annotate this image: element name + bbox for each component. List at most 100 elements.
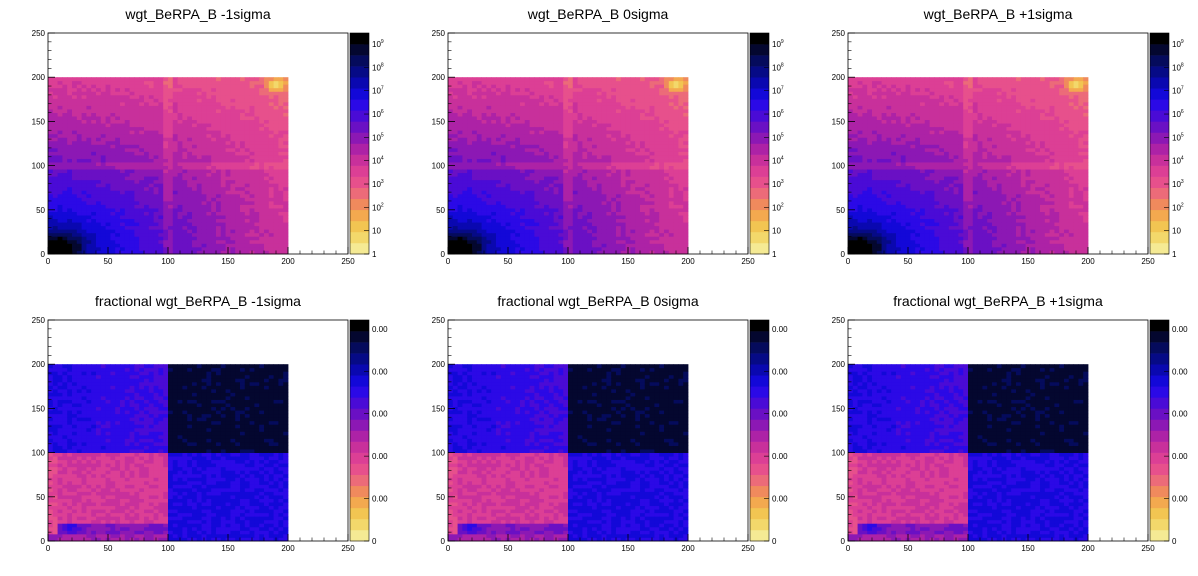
heatmap-cell bbox=[86, 119, 92, 124]
heatmap-cell bbox=[505, 211, 511, 216]
heatmap-cell bbox=[520, 183, 526, 188]
heatmap-cell bbox=[96, 222, 102, 227]
heatmap-cell bbox=[177, 225, 183, 230]
heatmap-cell bbox=[544, 190, 550, 195]
heatmap-cell bbox=[86, 215, 92, 220]
heatmap-cell bbox=[182, 80, 188, 85]
heatmap-cell bbox=[110, 239, 116, 244]
heatmap-cell bbox=[52, 197, 58, 202]
heatmap-cell bbox=[86, 105, 92, 110]
heatmap-cell bbox=[158, 218, 164, 223]
heatmap-cell bbox=[139, 179, 145, 184]
heatmap-cell bbox=[72, 77, 78, 82]
colorbar-label: 1 bbox=[372, 250, 377, 259]
heatmap-cell bbox=[110, 151, 116, 156]
heatmap-cell bbox=[582, 169, 588, 174]
heatmap-cell bbox=[168, 112, 174, 117]
heatmap-cell bbox=[139, 126, 145, 131]
heatmap-cell bbox=[273, 126, 279, 131]
heatmap-cell bbox=[630, 116, 636, 121]
heatmap-cell bbox=[476, 218, 482, 223]
heatmap-cell bbox=[72, 179, 78, 184]
heatmap-cell bbox=[91, 119, 97, 124]
heatmap-cell bbox=[158, 172, 164, 177]
heatmap-cell bbox=[520, 126, 526, 131]
heatmap-cell bbox=[100, 112, 106, 117]
heatmap-cell bbox=[172, 123, 178, 128]
heatmap-cell bbox=[81, 112, 87, 117]
heatmap-cell bbox=[496, 101, 502, 106]
colorbar-segment bbox=[350, 187, 369, 200]
heatmap-cell bbox=[254, 243, 260, 248]
heatmap-cell bbox=[668, 215, 674, 220]
heatmap-cell bbox=[177, 105, 183, 110]
heatmap-cell bbox=[124, 105, 130, 110]
heatmap-cell bbox=[452, 80, 458, 85]
heatmap-cell bbox=[134, 172, 140, 177]
heatmap-cell bbox=[577, 176, 583, 181]
heatmap-cell bbox=[620, 246, 626, 251]
heatmap-cell bbox=[91, 165, 97, 170]
heatmap-cell bbox=[659, 186, 665, 191]
heatmap-cell bbox=[52, 151, 58, 156]
heatmap-cell bbox=[283, 222, 289, 227]
heatmap-cell bbox=[510, 94, 516, 99]
heatmap-cell bbox=[91, 137, 97, 142]
heatmap-cell bbox=[467, 193, 473, 198]
colorbar-segment bbox=[350, 165, 369, 177]
heatmap-cell bbox=[601, 77, 607, 82]
heatmap-cell bbox=[476, 222, 482, 227]
heatmap-cell bbox=[644, 208, 650, 212]
heatmap-cell bbox=[664, 147, 670, 152]
heatmap-cell bbox=[206, 225, 212, 230]
heatmap-cell bbox=[640, 140, 646, 145]
heatmap-cell bbox=[134, 87, 140, 92]
heatmap-cell bbox=[182, 197, 188, 202]
heatmap-cell bbox=[91, 147, 97, 152]
heatmap-cell bbox=[134, 147, 140, 152]
heatmap-cell bbox=[486, 250, 492, 255]
heatmap-cell bbox=[649, 154, 655, 159]
heatmap-cell bbox=[211, 94, 217, 99]
heatmap-cell bbox=[96, 190, 102, 195]
heatmap-cell bbox=[57, 84, 63, 89]
heatmap-cell bbox=[548, 130, 554, 135]
heatmap-cell bbox=[640, 154, 646, 159]
heatmap-cell bbox=[268, 123, 274, 128]
heatmap-cell bbox=[216, 190, 222, 195]
heatmap-cell bbox=[596, 151, 602, 156]
heatmap-cell bbox=[635, 137, 641, 142]
heatmap-cell bbox=[249, 176, 255, 181]
heatmap-cell bbox=[640, 119, 646, 124]
heatmap-cell bbox=[72, 116, 78, 121]
heatmap-cell bbox=[249, 112, 255, 117]
heatmap-cell bbox=[240, 208, 246, 212]
heatmap-cell bbox=[587, 200, 593, 205]
heatmap-cell bbox=[283, 239, 289, 244]
heatmap-cell bbox=[105, 169, 111, 174]
heatmap-cell bbox=[201, 126, 207, 131]
heatmap-cell bbox=[534, 77, 540, 82]
heatmap-cell bbox=[211, 165, 217, 170]
heatmap-cell bbox=[457, 151, 463, 156]
heatmap-cell bbox=[520, 186, 526, 191]
heatmap-cell bbox=[144, 123, 150, 128]
heatmap-cell bbox=[611, 169, 617, 174]
heatmap-cell bbox=[644, 183, 650, 188]
heatmap-cell bbox=[48, 229, 54, 234]
heatmap-cell bbox=[105, 105, 111, 110]
heatmap-cell bbox=[664, 169, 670, 174]
heatmap-cell bbox=[457, 140, 463, 145]
heatmap-cell bbox=[196, 232, 202, 237]
heatmap-cell bbox=[148, 239, 154, 244]
heatmap-cell bbox=[553, 140, 559, 145]
heatmap-cell bbox=[81, 105, 87, 110]
heatmap-cell bbox=[649, 246, 655, 251]
heatmap-cell bbox=[654, 147, 660, 152]
heatmap-cell bbox=[225, 197, 231, 202]
heatmap-cell bbox=[654, 101, 660, 106]
heatmap-cell bbox=[201, 77, 207, 82]
heatmap-cell bbox=[606, 222, 612, 227]
heatmap-cell bbox=[500, 165, 506, 170]
heatmap-cell bbox=[206, 176, 212, 181]
